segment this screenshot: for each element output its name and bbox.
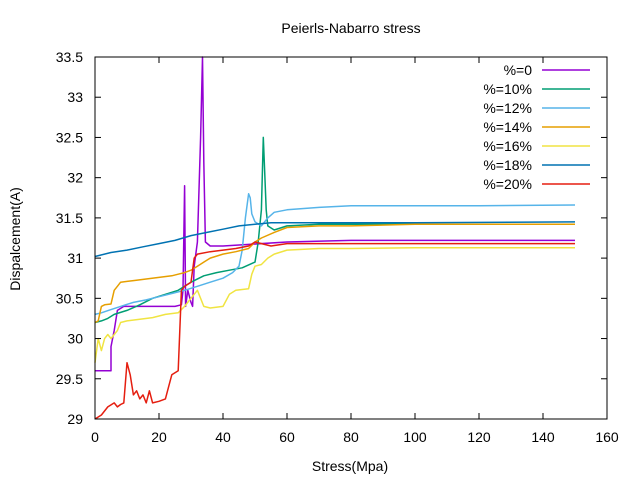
legend-label: %=0 [504,62,533,78]
legend-label: %=20% [483,176,532,192]
x-tick-label: 80 [343,429,359,445]
y-tick-label: 33.5 [56,49,83,65]
series-line-1 [95,56,575,372]
x-tick-label: 20 [151,429,167,445]
x-tick-label: 140 [531,429,555,445]
chart-title: Peierls-Nabarro stress [281,20,420,36]
series-layer [94,56,576,420]
series-line-4 [94,223,575,324]
x-tick-label: 60 [279,429,295,445]
y-tick-label: 32 [67,170,83,186]
ticks-layer: 0 20 40 60 80 100 120 140 160 29 29.5 30 30.5 31 31.5 3… [56,49,619,445]
y-tick-label: 29.5 [56,371,83,387]
y-tick-label: 30 [67,331,83,347]
series-line-7 [94,241,575,420]
x-tick-label: 100 [403,429,427,445]
y-tick-label: 31 [67,250,83,266]
legend-label: %=10% [483,81,532,97]
y-tick-label: 29 [67,411,83,427]
y-tick-label: 30.5 [56,290,83,306]
x-tick-label: 40 [215,429,231,445]
x-tick-label: 160 [595,429,619,445]
x-tick-label: 120 [467,429,491,445]
series-line-6 [94,221,576,258]
y-tick-label: 32.5 [56,129,83,145]
legend-label: %=16% [483,138,532,154]
series-line-2 [94,136,575,324]
legend-label: %=14% [483,119,532,135]
series-line-5 [94,246,575,363]
legend-label: %=12% [483,100,532,116]
legend: %=0 %=10% %=12% %=14% %=16% %=18% %=20% [483,62,590,192]
y-tick-label: 33 [67,89,83,105]
x-axis-label: Stress(Mpa) [312,458,388,474]
plot-frame [94,56,608,420]
legend-label: %=18% [483,157,532,173]
y-tick-label: 31.5 [56,210,83,226]
y-axis-label: Dispalcement(A) [7,187,23,290]
x-tick-label: 0 [91,429,99,445]
